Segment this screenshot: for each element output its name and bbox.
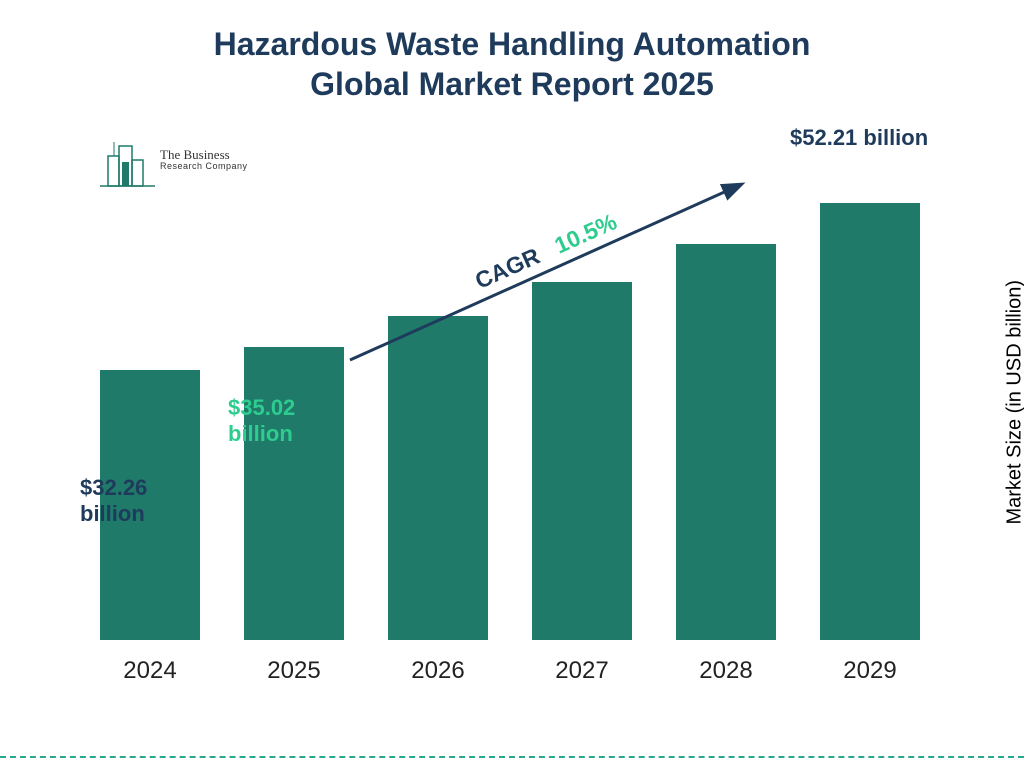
bar-wrap (810, 203, 930, 640)
value-label: $32.26billion (80, 475, 147, 528)
bar (244, 347, 344, 640)
x-tick-label: 2028 (666, 657, 786, 685)
bars-container (90, 140, 930, 640)
value-label: $52.21 billion (790, 125, 928, 151)
x-tick-label: 2024 (90, 657, 210, 685)
x-tick-label: 2027 (522, 657, 642, 685)
bar-wrap (522, 282, 642, 640)
bottom-dashed-line (0, 756, 1024, 758)
bar (676, 244, 776, 640)
x-tick-label: 2026 (378, 657, 498, 685)
y-axis-label: Market Size (in USD billion) (1004, 280, 1024, 525)
value-label: $35.02billion (228, 395, 295, 448)
bar (532, 282, 632, 640)
chart-area: 2024 2025 2026 2027 2028 2029 (90, 140, 930, 700)
bar-wrap (378, 316, 498, 640)
bar (388, 316, 488, 640)
title-line-1: Hazardous Waste Handling Automation (0, 24, 1024, 64)
x-tick-label: 2025 (234, 657, 354, 685)
bar (820, 203, 920, 640)
x-axis-labels: 2024 2025 2026 2027 2028 2029 (90, 657, 930, 685)
x-tick-label: 2029 (810, 657, 930, 685)
bar-wrap (666, 244, 786, 640)
title-line-2: Global Market Report 2025 (0, 64, 1024, 104)
bar-wrap (234, 347, 354, 640)
chart-title: Hazardous Waste Handling Automation Glob… (0, 0, 1024, 104)
